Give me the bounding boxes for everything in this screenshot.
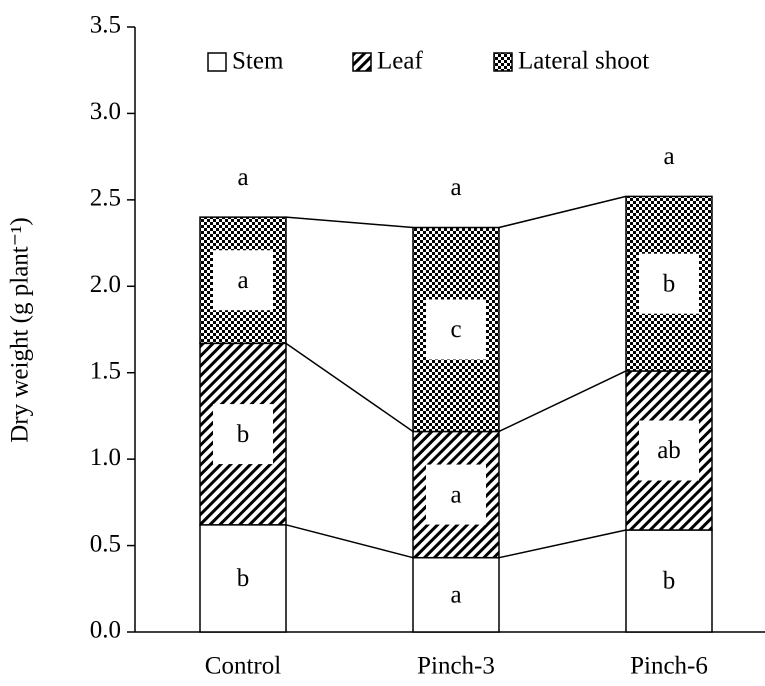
x-tick-label: Control bbox=[205, 653, 281, 680]
legend-swatch bbox=[207, 52, 227, 72]
significance-letter: a bbox=[450, 582, 461, 609]
y-tick-label: 2.5 bbox=[90, 185, 121, 212]
letter-box bbox=[426, 299, 486, 360]
y-tick-label: 3.0 bbox=[90, 98, 121, 125]
significance-letter: b bbox=[663, 568, 676, 595]
letter-box bbox=[213, 250, 273, 311]
y-tick-label: 2.0 bbox=[90, 271, 121, 298]
significance-letter: b bbox=[237, 565, 250, 592]
letter-box bbox=[213, 404, 273, 465]
significance-letter: a bbox=[450, 481, 461, 508]
connector bbox=[498, 529, 627, 559]
y-tick-label: 3.5 bbox=[90, 12, 121, 39]
bar-segment bbox=[625, 529, 713, 633]
significance-letter: c bbox=[450, 316, 461, 343]
significance-letter: b bbox=[663, 270, 676, 297]
significance-letter: a bbox=[237, 267, 248, 294]
y-tick-label: 0.0 bbox=[90, 617, 121, 644]
x-tick-label: Pinch-3 bbox=[417, 653, 495, 680]
total-letter: a bbox=[237, 164, 248, 191]
legend-label: Stem bbox=[232, 48, 284, 75]
letter-box bbox=[426, 464, 486, 525]
total-letter: a bbox=[663, 143, 674, 170]
connector bbox=[498, 370, 627, 433]
connector bbox=[285, 216, 414, 229]
letter-box bbox=[639, 253, 699, 314]
legend-label: Leaf bbox=[377, 48, 423, 75]
connector bbox=[285, 342, 414, 433]
connector bbox=[285, 524, 414, 559]
letter-box bbox=[639, 420, 699, 481]
y-tick-label: 1.5 bbox=[90, 357, 121, 384]
significance-letter: b bbox=[237, 421, 250, 448]
y-tick-label: 0.5 bbox=[90, 530, 121, 557]
connector bbox=[498, 195, 627, 229]
y-axis-label: Dry weight (g plant⁻¹) bbox=[7, 217, 34, 443]
significance-letter: ab bbox=[657, 437, 681, 464]
legend-swatch bbox=[352, 52, 372, 72]
total-letter: a bbox=[450, 174, 461, 201]
y-tick-label: 1.0 bbox=[90, 444, 121, 471]
legend-swatch bbox=[493, 52, 513, 72]
x-tick-label: Pinch-6 bbox=[630, 653, 708, 680]
legend-label: Lateral shoot bbox=[518, 48, 649, 75]
bar-segment bbox=[412, 556, 500, 633]
